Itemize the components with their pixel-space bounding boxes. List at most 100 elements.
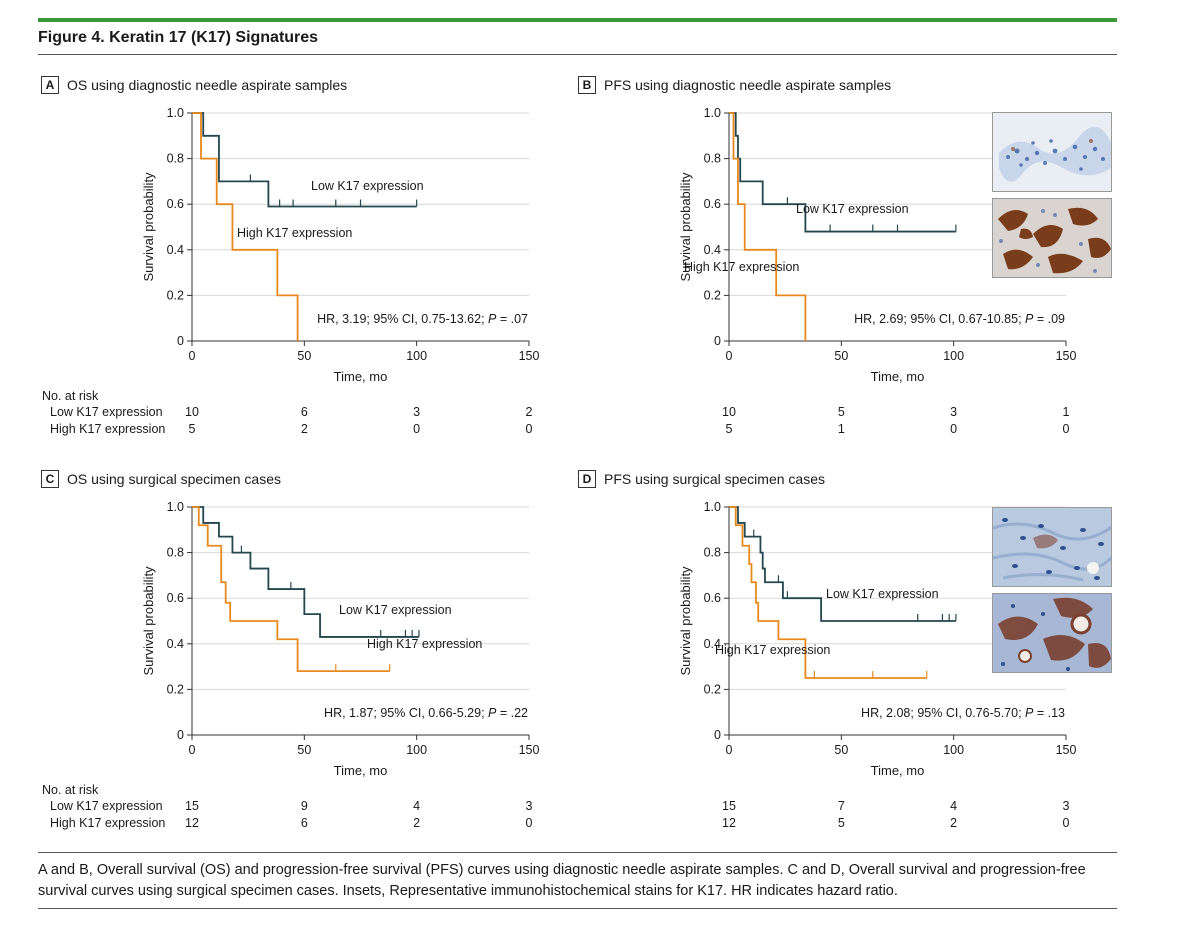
at-risk-count-low: 7 — [837, 799, 845, 813]
title-divider — [38, 54, 1117, 55]
km-curve-high — [729, 112, 807, 341]
y-tick-label: 0.4 — [704, 243, 721, 257]
x-tick-label: 100 — [943, 743, 964, 757]
ihc-low-image — [993, 113, 1111, 191]
ihc-high-image — [993, 199, 1111, 277]
y-tick-label: 0.4 — [167, 637, 184, 651]
hr-text: HR, 3.19; 95% CI, 0.75-13.62; — [317, 312, 488, 326]
y-axis-label: Survival probability — [141, 172, 156, 282]
series-label-high: High K17 expression — [715, 643, 830, 657]
y-axis-label: Survival probability — [678, 172, 693, 282]
y-tick-label: 0.2 — [704, 288, 721, 302]
at-risk-count-low: 4 — [950, 799, 958, 813]
at-risk-row-label-high: High K17 expression — [50, 422, 166, 436]
y-axis-label: Survival probability — [141, 566, 156, 676]
panel-letter: D — [578, 470, 596, 488]
at-risk-count-high: 2 — [300, 422, 308, 436]
at-risk-row-label-low: Low K17 expression — [50, 405, 163, 419]
y-tick-label: 1.0 — [704, 106, 721, 120]
at-risk-count-high: 5 — [725, 422, 733, 436]
at-risk-header: No. at risk — [42, 783, 99, 797]
at-risk-count-high: 0 — [1062, 422, 1070, 436]
figure-title: Figure 4. Keratin 17 (K17) Signatures — [38, 29, 319, 46]
at-risk-count-low: 3 — [413, 405, 421, 419]
bottom-divider — [38, 908, 1117, 909]
at-risk-count-high: 2 — [413, 816, 421, 830]
x-tick-label: 50 — [834, 349, 848, 363]
panel-d: D PFS using surgical specimen cases 0 0.2… — [578, 470, 1138, 850]
panel-title: OS using surgical specimen cases — [67, 471, 281, 487]
y-tick-label: 0.8 — [167, 152, 184, 166]
inset-b-low-stain — [992, 112, 1112, 192]
caption-divider — [38, 852, 1117, 853]
at-risk-count-high: 0 — [413, 422, 421, 436]
panel-c: C OS using surgical specimen cases 0 0.2 0… — [41, 470, 601, 850]
ihc-low-image — [993, 508, 1111, 586]
at-risk-count-high: 12 — [185, 816, 199, 830]
at-risk-count-high: 5 — [188, 422, 196, 436]
x-tick-label: 50 — [297, 349, 311, 363]
km-plot-d: 0 0.2 0.4 0.6 0.8 1.0 0 50 100 150 Time, mo Surviva… — [678, 500, 1077, 778]
at-risk-count-low: 1 — [1062, 405, 1070, 419]
y-tick-label: 0.4 — [167, 243, 184, 257]
km-curve-low — [192, 112, 417, 208]
panel-letter: A — [41, 76, 59, 94]
at-risk-header: No. at risk — [42, 389, 99, 403]
at-risk-count-low: 5 — [837, 405, 845, 419]
y-tick-label: 1.0 — [704, 500, 721, 514]
at-risk-count-high: 0 — [950, 422, 958, 436]
series-label-high: High K17 expression — [367, 637, 482, 651]
x-tick-label: 100 — [406, 349, 427, 363]
x-axis-label: Time, mo — [871, 763, 925, 778]
x-tick-label: 150 — [1056, 743, 1077, 757]
header-accent-rule — [38, 18, 1117, 22]
x-tick-label: 100 — [406, 743, 427, 757]
x-tick-label: 0 — [726, 743, 733, 757]
p-value: = .13 — [1033, 706, 1065, 720]
hr-annotation: HR, 2.69; 95% CI, 0.67-10.85; P = .09 — [854, 312, 1065, 326]
y-tick-label: 0.8 — [167, 546, 184, 560]
y-tick-label: 1.0 — [167, 106, 184, 120]
y-tick-label: 0.2 — [704, 682, 721, 696]
at-risk-count-low: 10 — [722, 405, 736, 419]
panel-a: A OS using diagnostic needle aspirate sa… — [41, 76, 601, 456]
y-tick-label: 0 — [177, 728, 184, 742]
series-label-high: High K17 expression — [684, 260, 799, 274]
inset-d-low-stain — [992, 507, 1112, 587]
x-axis-label: Time, mo — [334, 763, 388, 778]
x-axis-label: Time, mo — [871, 369, 925, 384]
p-value: = .09 — [1033, 312, 1065, 326]
p-value: = .22 — [496, 706, 528, 720]
hr-text: HR, 1.87; 95% CI, 0.66-5.29; — [324, 706, 488, 720]
at-risk-count-low: 15 — [722, 799, 736, 813]
at-risk-count-high: 0 — [1062, 816, 1070, 830]
y-tick-label: 0.8 — [704, 546, 721, 560]
y-axis-label: Survival probability — [678, 566, 693, 676]
series-label-low: Low K17 expression — [826, 587, 939, 601]
y-tick-label: 1.0 — [167, 500, 184, 514]
x-tick-label: 0 — [189, 349, 196, 363]
hr-annotation: HR, 2.08; 95% CI, 0.76-5.70; P = .13 — [861, 706, 1065, 720]
km-curve-high — [192, 506, 390, 673]
x-tick-label: 50 — [297, 743, 311, 757]
at-risk-count-low: 4 — [413, 799, 421, 813]
km-curve-low — [729, 112, 956, 233]
at-risk-count-high: 5 — [837, 816, 845, 830]
hr-text: HR, 2.69; 95% CI, 0.67-10.85; — [854, 312, 1025, 326]
x-axis-label: Time, mo — [334, 369, 388, 384]
km-curve-high — [729, 506, 927, 679]
series-label-high: High K17 expression — [237, 226, 352, 240]
p-label: P — [1025, 706, 1034, 720]
series-label-low: Low K17 expression — [796, 202, 909, 216]
at-risk-count-low: 2 — [525, 405, 533, 419]
y-tick-label: 0.4 — [704, 637, 721, 651]
at-risk-count-high: 0 — [525, 422, 533, 436]
x-tick-label: 100 — [943, 349, 964, 363]
km-plot-c: 0 0.2 0.4 0.6 0.8 1.0 0 50 100 150 Time, mo Surviva… — [141, 500, 539, 778]
panel-title: PFS using diagnostic needle aspirate sam… — [604, 77, 892, 93]
at-risk-count-high: 6 — [300, 816, 308, 830]
km-curve-high — [192, 112, 299, 341]
y-tick-label: 0 — [714, 334, 721, 348]
at-risk-count-high: 1 — [837, 422, 845, 436]
x-tick-label: 150 — [519, 349, 540, 363]
